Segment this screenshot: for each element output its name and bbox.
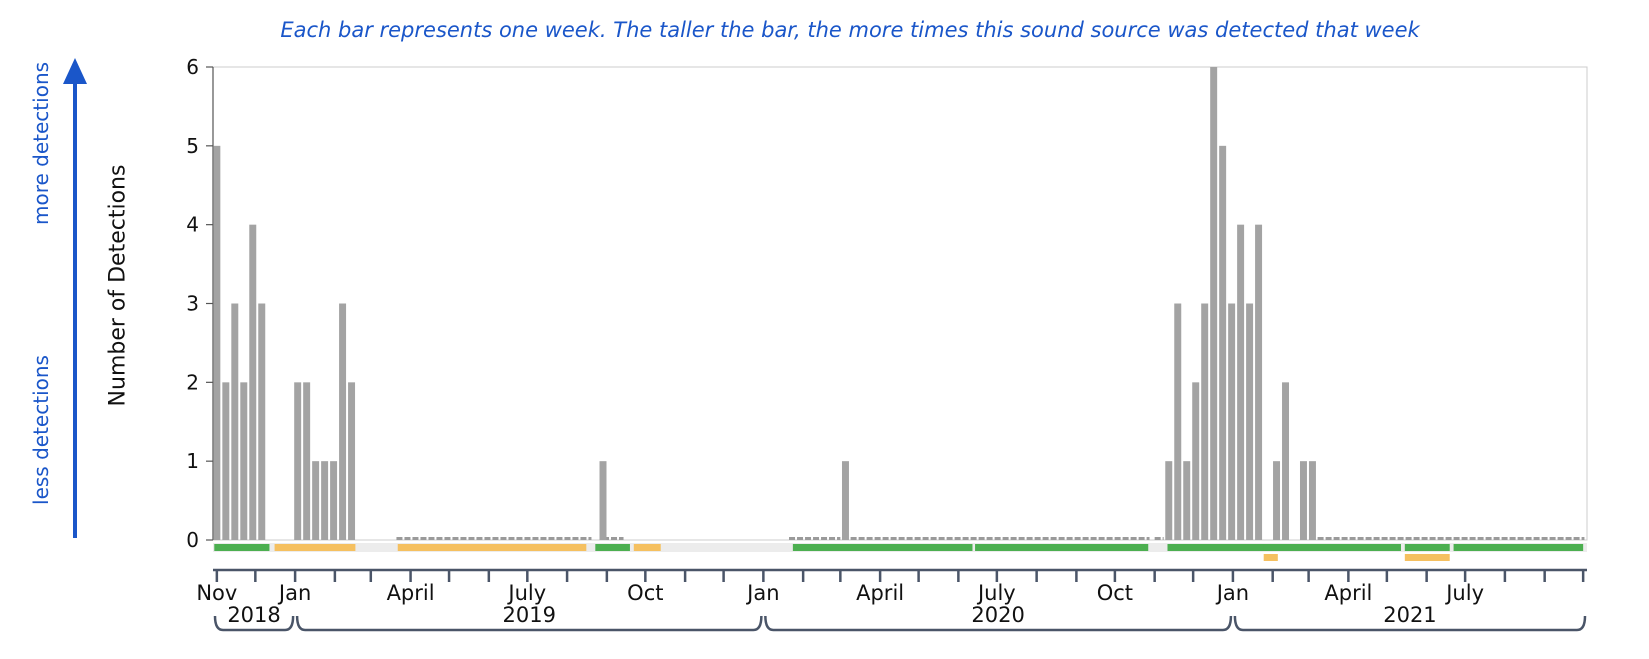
year-label: 2021 (1383, 603, 1436, 627)
coverage-green-segment (792, 544, 973, 551)
coverage-yellow-segment (633, 544, 661, 551)
x-tick-label: July (976, 581, 1016, 605)
coverage-yellow-segment (1263, 554, 1278, 561)
x-tick-label: Jan (1215, 581, 1249, 605)
coverage-green-segment (975, 544, 1149, 551)
arrow-up-icon (63, 58, 87, 84)
week-bar (222, 382, 230, 540)
week-bar (339, 303, 347, 540)
coverage-green-segment (214, 544, 270, 551)
x-tick-label: July (1444, 581, 1484, 605)
week-bar (213, 145, 221, 541)
y-tick-label: 2 (186, 370, 199, 394)
week-bar (1192, 382, 1200, 540)
week-bar (249, 224, 257, 540)
y-tick-label: 6 (186, 55, 199, 79)
x-tick-label: Jan (745, 581, 779, 605)
y-tick-label: 3 (186, 292, 199, 316)
x-tick-label: Jan (277, 581, 311, 605)
week-bar (294, 382, 302, 540)
year-bracket (295, 615, 763, 632)
y-tick-label: 0 (186, 528, 199, 552)
y-tick-label: 1 (186, 449, 199, 473)
x-tick-label: April (856, 581, 904, 605)
week-bar (1174, 303, 1182, 540)
x-tick-label: April (387, 581, 435, 605)
plot-frame (212, 66, 1588, 541)
week-bar (1273, 461, 1281, 540)
week-bar (599, 461, 607, 540)
week-bar (1299, 461, 1307, 540)
x-tick-label: April (1324, 581, 1372, 605)
week-bar (1183, 461, 1191, 540)
week-bar (841, 461, 849, 540)
x-tick-label: Oct (1097, 581, 1133, 605)
week-bar (1308, 461, 1316, 540)
year-label: 2018 (227, 603, 280, 627)
week-bar (231, 303, 239, 540)
week-bar (1282, 382, 1290, 540)
coverage-green-segment (1286, 544, 1401, 551)
week-bar (1210, 67, 1218, 540)
x-tick-label: Oct (627, 581, 663, 605)
year-bracket (1233, 615, 1587, 632)
coverage-yellow-segment (274, 544, 356, 551)
coverage-green-segment (1263, 544, 1278, 551)
year-label: 2020 (971, 603, 1024, 627)
x-tick-label: July (506, 581, 546, 605)
y-tick-label: 4 (186, 213, 199, 237)
detection-arrow (63, 58, 87, 538)
week-bar (1201, 303, 1209, 540)
week-bar (1219, 145, 1227, 541)
week-bar (1255, 224, 1263, 540)
week-bar (321, 461, 329, 540)
x-tick-label: Nov (196, 581, 237, 605)
week-bar (1228, 303, 1236, 540)
week-bar (1246, 303, 1254, 540)
week-bar (330, 461, 338, 540)
week-bar (258, 303, 266, 540)
coverage-green-segment (595, 544, 630, 551)
week-bar (240, 382, 248, 540)
year-bracket (213, 615, 295, 632)
week-bar (1237, 224, 1245, 540)
y-tick-label: 5 (186, 134, 199, 158)
coverage-green-segment (1404, 544, 1450, 551)
week-bar (348, 382, 356, 540)
chart-caption: Each bar represents one week. The taller… (280, 18, 1420, 42)
coverage-yellow-segment (1404, 554, 1450, 561)
coverage-green-segment (1167, 544, 1314, 551)
year-bracket (764, 615, 1233, 632)
week-bar (312, 461, 320, 540)
year-label: 2019 (503, 603, 556, 627)
week-bar (1165, 461, 1173, 540)
coverage-green-segment (1453, 544, 1584, 551)
week-bar (303, 382, 311, 540)
coverage-yellow-segment (397, 544, 587, 551)
